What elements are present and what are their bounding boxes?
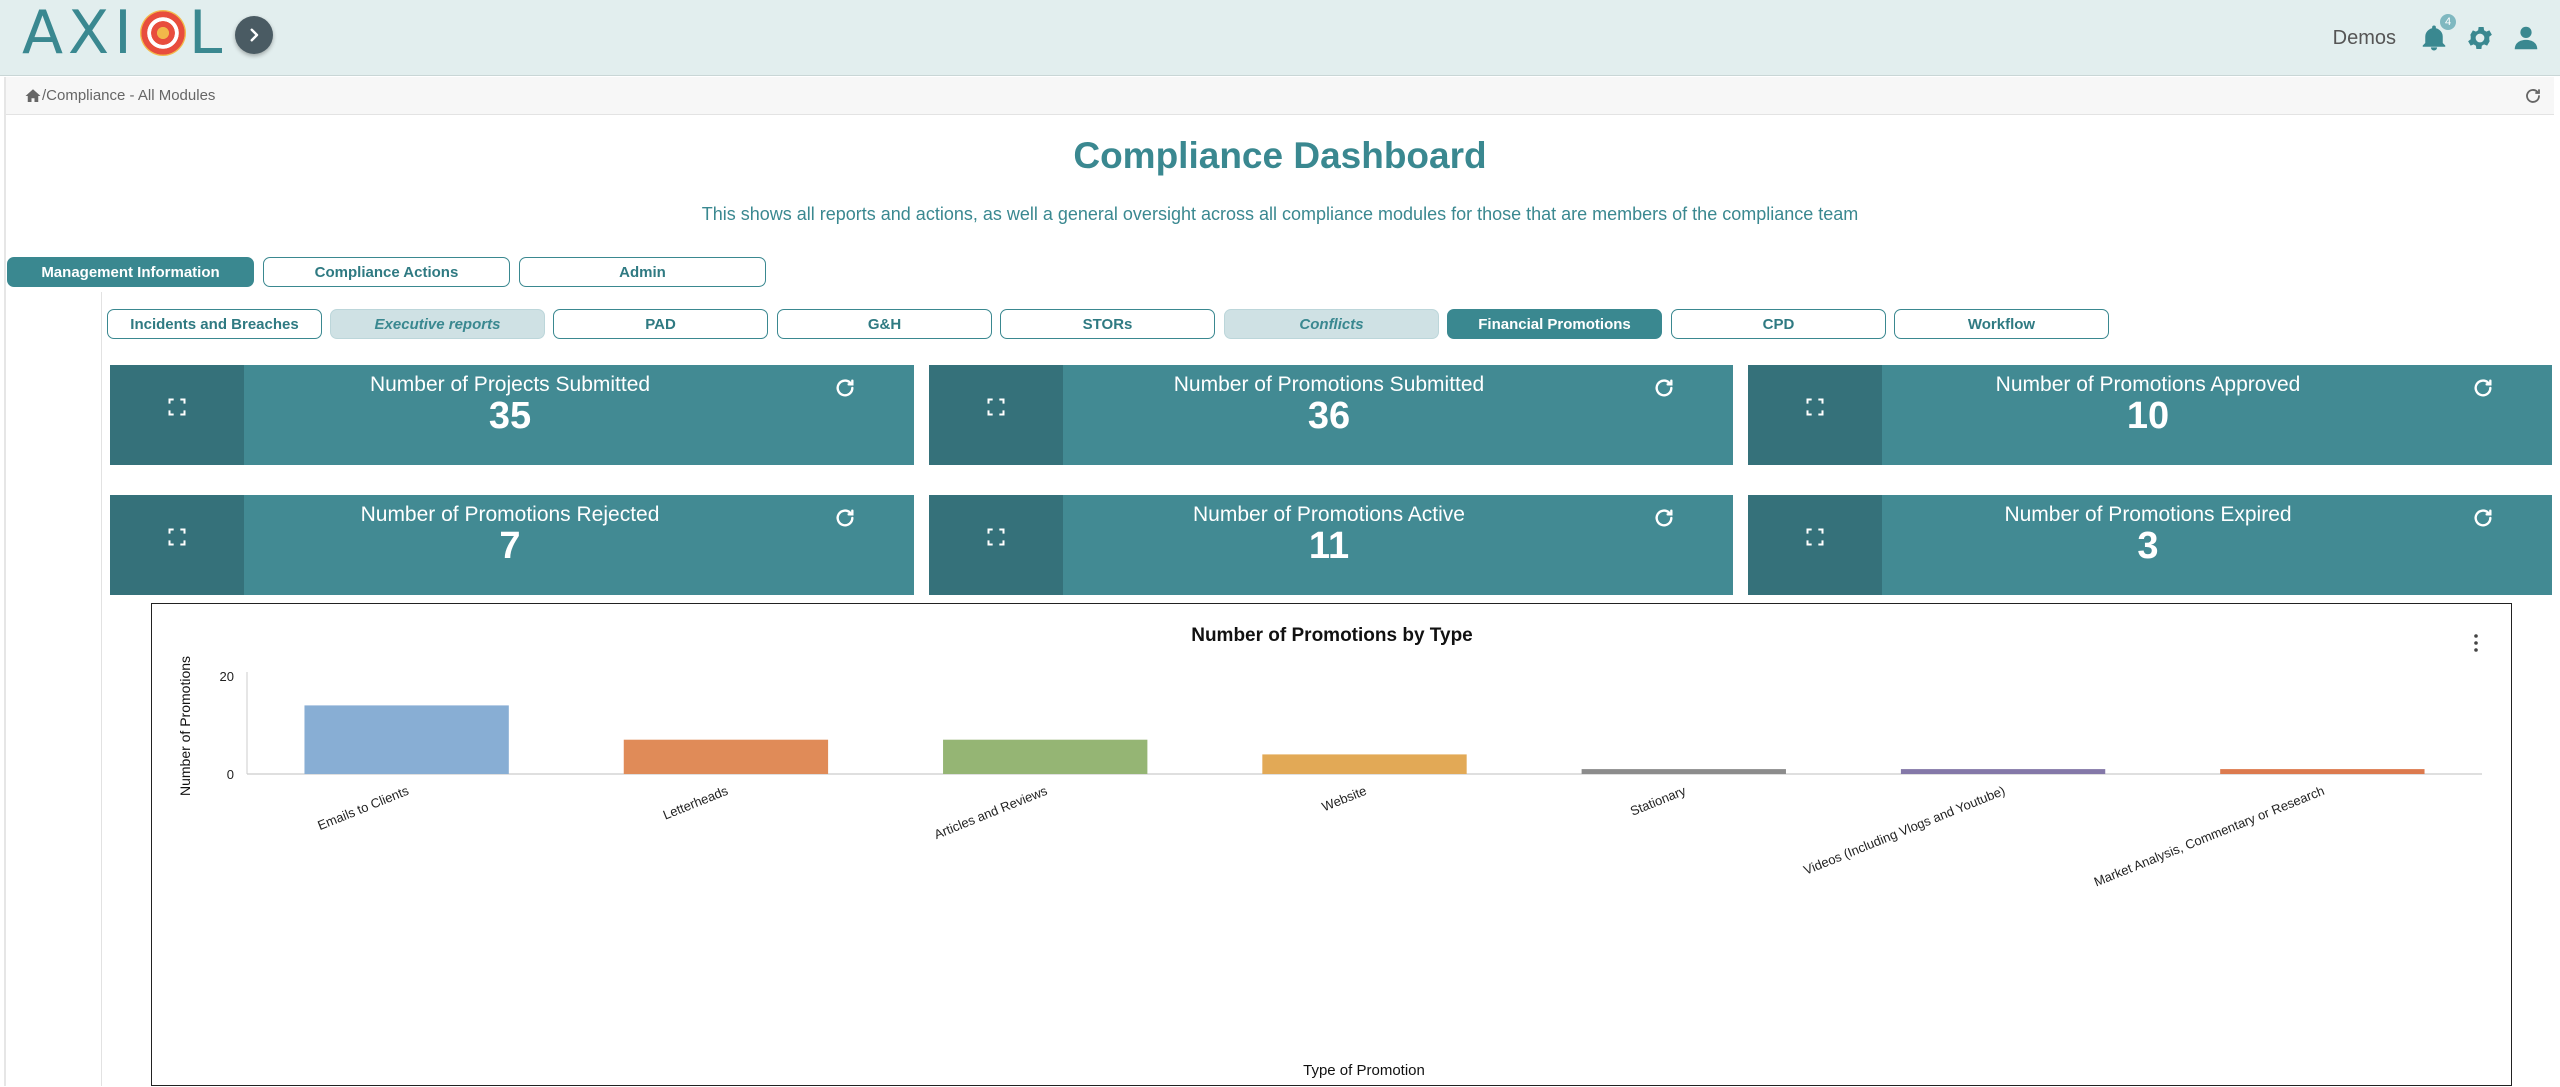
logo-text-left: AXI	[22, 0, 137, 68]
kpi-expand-area[interactable]	[1748, 365, 1882, 465]
more-vertical-icon[interactable]	[2471, 632, 2481, 654]
kpi-value: 10	[2126, 395, 2170, 437]
breadcrumb-path[interactable]: /Compliance - All Modules	[42, 87, 216, 104]
tab-management-information[interactable]: Management Information	[7, 257, 254, 287]
tab-admin[interactable]: Admin	[519, 257, 766, 287]
kpi-card-promotions-expired: Number of Promotions Expired 3	[1748, 495, 2552, 595]
y-tick-label: 20	[220, 669, 234, 684]
header-actions: Demos 4	[2332, 14, 2542, 58]
subtab-cpd[interactable]: CPD	[1671, 309, 1886, 339]
kpi-expand-area[interactable]	[929, 495, 1063, 595]
bar	[2220, 769, 2425, 774]
kpi-value: 3	[2137, 525, 2159, 567]
sidebar-toggle-button[interactable]	[235, 16, 273, 54]
x-tick-label: Website	[1320, 783, 1369, 814]
refresh-icon[interactable]	[2524, 87, 2542, 105]
bar	[1581, 769, 1786, 774]
kpi-card-promotions-submitted: Number of Promotions Submitted 36	[929, 365, 1733, 465]
kpi-label: Number of Promotions Active	[1193, 503, 1465, 526]
kpi-label: Number of Promotions Approved	[1995, 373, 2301, 396]
expand-icon	[1806, 398, 1824, 416]
subtab-stors[interactable]: STORs	[1000, 309, 1215, 339]
kpi-expand-area[interactable]	[110, 365, 244, 465]
subtab-workflow[interactable]: Workflow	[1894, 309, 2109, 339]
kpi-label: Number of Promotions Expired	[2004, 503, 2292, 526]
expand-icon	[168, 398, 186, 416]
x-tick-label: Stationary	[1628, 783, 1688, 819]
kpi-label: Number of Promotions Rejected	[360, 503, 660, 526]
kpi-label: Number of Promotions Submitted	[1173, 373, 1485, 396]
kpi-card-promotions-rejected: Number of Promotions Rejected 7	[110, 495, 914, 595]
gear-icon	[2468, 27, 2492, 49]
refresh-icon[interactable]	[1653, 507, 1675, 529]
user-profile-button[interactable]	[2510, 22, 2542, 54]
subtab-executive-reports[interactable]: Executive reports	[330, 309, 545, 339]
settings-button[interactable]	[2464, 22, 2496, 54]
logo-text-right: L	[188, 0, 228, 68]
kpi-value: 11	[1308, 525, 1350, 567]
subtab-financial-promotions[interactable]: Financial Promotions	[1447, 309, 1662, 339]
kpi-expand-area[interactable]	[110, 495, 244, 595]
content-divider	[101, 292, 102, 1086]
kpi-card-promotions-active: Number of Promotions Active 11	[929, 495, 1733, 595]
x-axis-label: Type of Promotion	[1303, 1062, 1425, 1079]
promotions-by-type-chart: Number of Promotions by Type 0 20 Number of…	[151, 603, 2512, 1086]
home-icon[interactable]	[24, 87, 42, 105]
kpi-expand-area[interactable]	[1748, 495, 1882, 595]
y-axis-label: Number of Promotions	[177, 656, 193, 796]
x-tick-label: Emails to Clients	[315, 783, 411, 833]
bar	[943, 739, 1148, 774]
user-icon	[2514, 26, 2538, 50]
refresh-icon[interactable]	[2472, 377, 2494, 399]
tab-compliance-actions[interactable]: Compliance Actions	[263, 257, 510, 287]
kpi-card-projects-submitted: Number of Projects Submitted 35	[110, 365, 914, 465]
kpi-value: 36	[1307, 395, 1351, 437]
bar	[1900, 769, 2106, 774]
chevron-right-icon	[250, 28, 259, 42]
x-tick-label: Articles and Reviews	[932, 783, 1050, 842]
breadcrumb: /Compliance - All Modules	[6, 77, 2554, 115]
page-subtitle: This shows all reports and actions, as w…	[701, 204, 1859, 224]
x-tick-label: Market Analysis, Commentary or Research	[2092, 783, 2327, 889]
chart-title: Number of Promotions by Type	[1191, 625, 1473, 646]
kpi-expand-area[interactable]	[929, 365, 1063, 465]
sidebar-divider	[4, 77, 6, 1086]
refresh-icon[interactable]	[2472, 507, 2494, 529]
subtab-conflicts[interactable]: Conflicts	[1224, 309, 1439, 339]
subtab-gifts-hospitality[interactable]: G&H	[777, 309, 992, 339]
kpi-value: 7	[499, 525, 521, 567]
notifications-button[interactable]: 4	[2418, 14, 2456, 54]
top-header: AXI L Demos 4	[0, 0, 2560, 76]
expand-icon	[987, 528, 1005, 546]
subtab-pad[interactable]: PAD	[553, 309, 768, 339]
expand-icon	[1806, 528, 1824, 546]
bar-chart-svg: Number of Promotions by Type 0 20 Number of…	[177, 625, 2482, 1079]
kpi-card-promotions-approved: Number of Promotions Approved 10	[1748, 365, 2552, 465]
axiol-logo[interactable]: AXI L	[22, 0, 227, 68]
notification-count-badge: 4	[2440, 14, 2456, 30]
expand-icon	[168, 528, 186, 546]
refresh-icon[interactable]	[834, 507, 856, 529]
bar	[1262, 754, 1467, 774]
logo-target-icon	[139, 10, 186, 56]
x-tick-label: Letterheads	[661, 783, 731, 823]
expand-icon	[987, 398, 1005, 416]
x-tick-label: Videos (Including Vlogs and Youtube)	[1801, 783, 2007, 878]
page-title: Compliance Dashboard	[1073, 135, 1487, 176]
kpi-label: Number of Projects Submitted	[369, 373, 651, 396]
refresh-icon[interactable]	[834, 377, 856, 399]
user-name[interactable]: Demos	[2332, 26, 2396, 49]
kpi-value: 35	[488, 395, 532, 437]
bar	[304, 705, 509, 774]
bell-icon	[2422, 25, 2446, 51]
refresh-icon[interactable]	[1653, 377, 1675, 399]
subtab-incidents-and-breaches[interactable]: Incidents and Breaches	[107, 309, 322, 339]
bar	[623, 739, 829, 774]
y-tick-label: 0	[227, 767, 234, 782]
